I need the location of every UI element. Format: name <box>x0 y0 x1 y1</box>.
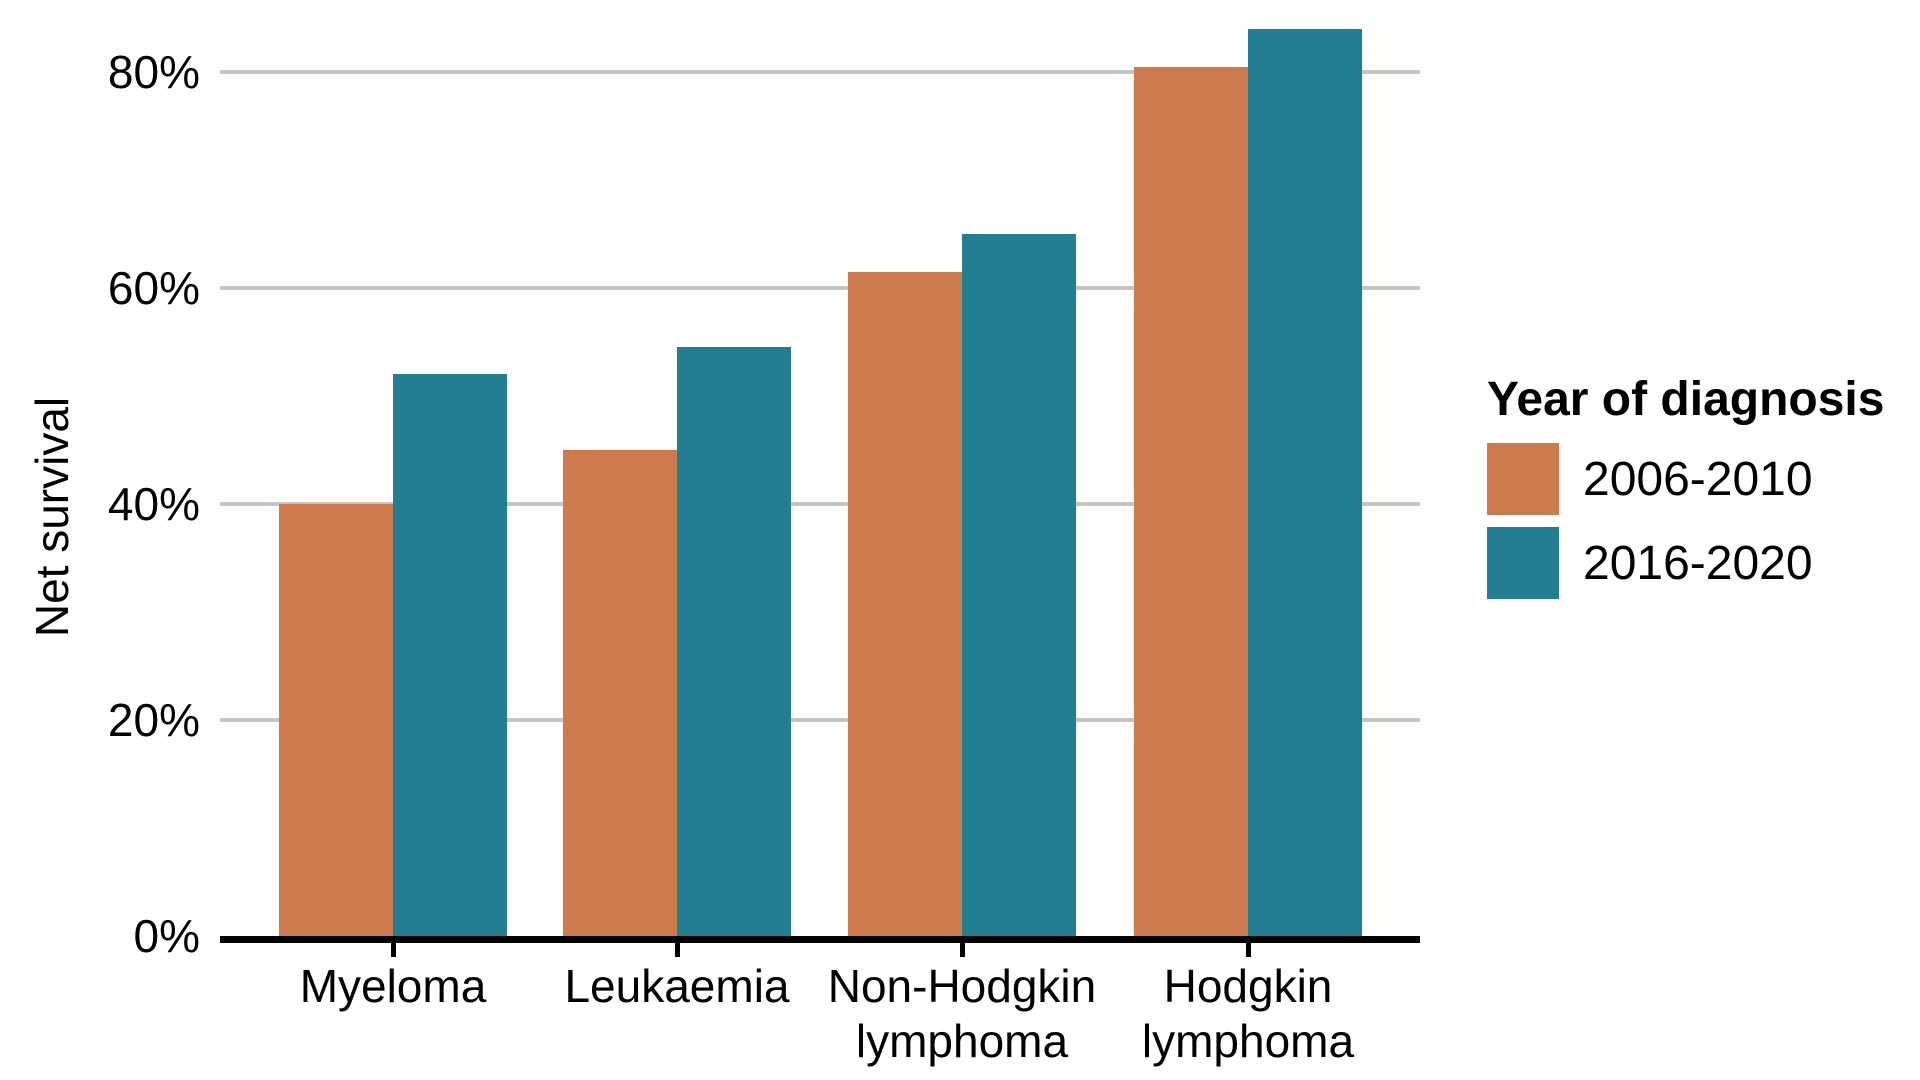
bar-2006-2010-leukaemia <box>563 450 677 936</box>
legend: Year of diagnosis 2006-2010 2016-2020 <box>1487 372 1884 611</box>
gridline-20pct <box>220 718 1420 722</box>
x-axis-line <box>220 936 1420 943</box>
x-category-label-4: Hodgkin lymphoma <box>1141 960 1355 1067</box>
legend-item-2006-2010: 2006-2010 <box>1487 443 1884 515</box>
y-tick-label-80pct: 80% <box>107 46 200 98</box>
y-tick-label-40pct: 40% <box>107 478 200 530</box>
x-tick-2 <box>674 943 680 957</box>
y-tick-label-20pct: 20% <box>107 694 200 746</box>
gridline-80pct <box>220 70 1420 74</box>
bar-2006-2010-hodgkin-lymphoma <box>1134 66 1248 936</box>
bar-2006-2010-myeloma <box>279 504 393 936</box>
x-category-label-2: Leukaemia <box>564 960 790 1012</box>
legend-label-2016-2020: 2016-2020 <box>1583 536 1813 590</box>
bar-2016-2020-hodgkin-lymphoma <box>1248 28 1362 936</box>
x-tick-1 <box>390 943 396 957</box>
legend-label-2006-2010: 2006-2010 <box>1583 452 1813 506</box>
gridline-40pct <box>220 502 1420 506</box>
y-tick-label-0pct: 0% <box>133 910 200 962</box>
legend-swatch-2016-2020 <box>1487 527 1559 599</box>
bar-2006-2010-non-hodgkin-lymphoma <box>848 271 962 936</box>
bar-2016-2020-myeloma <box>393 374 507 936</box>
legend-title: Year of diagnosis <box>1487 373 1885 426</box>
bar-2016-2020-leukaemia <box>677 347 791 936</box>
bar-2016-2020-non-hodgkin-lymphoma <box>962 234 1076 936</box>
y-tick-label-60pct: 60% <box>107 262 200 314</box>
x-tick-4 <box>1245 943 1251 957</box>
x-category-label-1: Myeloma <box>299 960 487 1012</box>
legend-item-2016-2020: 2016-2020 <box>1487 527 1884 599</box>
legend-items: 2006-2010 2016-2020 <box>1487 443 1884 599</box>
gridline-60pct <box>220 286 1420 290</box>
x-tick-3 <box>959 943 965 957</box>
x-category-label-3: Non-Hodgkin lymphoma <box>827 960 1097 1067</box>
legend-swatch-2006-2010 <box>1487 443 1559 515</box>
